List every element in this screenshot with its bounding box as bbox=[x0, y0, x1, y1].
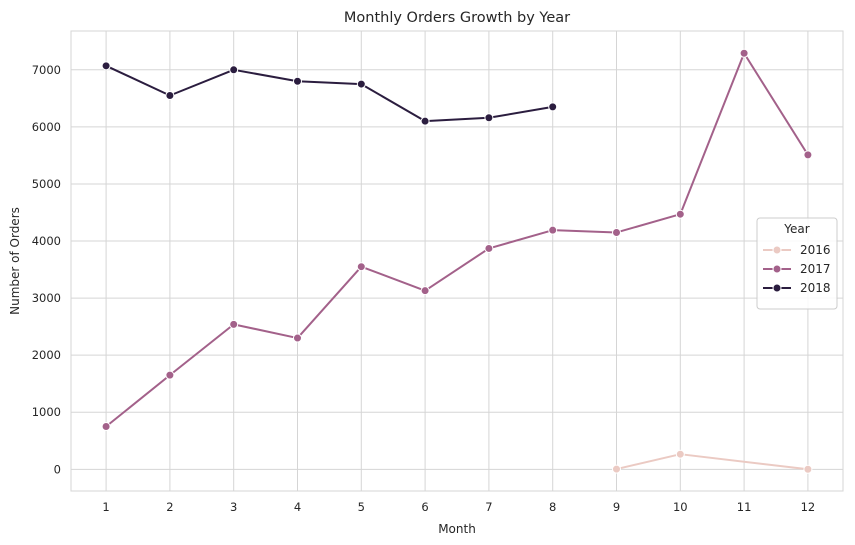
x-axis-label: Month bbox=[438, 522, 476, 536]
data-point-2017 bbox=[612, 227, 622, 237]
series-2017 bbox=[101, 48, 813, 432]
x-tick-label: 3 bbox=[230, 500, 237, 514]
data-point-2017 bbox=[739, 48, 749, 58]
series-lines bbox=[101, 48, 813, 474]
x-tick-label: 10 bbox=[673, 500, 688, 514]
data-point-2018 bbox=[292, 76, 302, 86]
y-axis-label: Number of Orders bbox=[8, 207, 22, 315]
data-point-2017 bbox=[101, 422, 111, 432]
legend: Year 2016 2017 2018 bbox=[756, 217, 838, 310]
legend-marker bbox=[772, 283, 782, 293]
legend-label: 2018 bbox=[800, 281, 831, 295]
legend-title: Year bbox=[783, 222, 809, 236]
chart-title: Monthly Orders Growth by Year bbox=[344, 10, 570, 26]
data-point-2018 bbox=[548, 102, 558, 112]
series-2016 bbox=[612, 449, 813, 474]
data-point-2017 bbox=[165, 370, 175, 380]
series-2018 bbox=[101, 61, 558, 126]
data-point-2018 bbox=[165, 90, 175, 100]
x-tick-label: 9 bbox=[613, 500, 620, 514]
x-tick-label: 11 bbox=[737, 500, 752, 514]
data-point-2017 bbox=[803, 150, 813, 160]
x-tick-label: 7 bbox=[485, 500, 492, 514]
data-point-2017 bbox=[420, 286, 430, 296]
data-point-2017 bbox=[675, 209, 685, 219]
grid bbox=[70, 30, 844, 492]
plot-area bbox=[71, 31, 843, 491]
data-point-2018 bbox=[420, 116, 430, 126]
data-point-2017 bbox=[484, 243, 494, 253]
data-point-2017 bbox=[292, 333, 302, 343]
x-tick-label: 2 bbox=[166, 500, 173, 514]
y-tick-label: 3000 bbox=[32, 291, 61, 305]
tick-labels: 1 2 3 4 5 6 7 8 9 10 11 120100020003000400050006000… bbox=[32, 63, 816, 514]
data-point-2016 bbox=[675, 449, 685, 459]
x-tick-label: 8 bbox=[549, 500, 556, 514]
y-tick-label: 4000 bbox=[32, 234, 61, 248]
data-point-2017 bbox=[229, 319, 239, 329]
series-line-2018 bbox=[105, 64, 553, 123]
y-tick-label: 0 bbox=[54, 462, 61, 476]
data-point-2018 bbox=[484, 113, 494, 123]
x-tick-label: 4 bbox=[294, 500, 301, 514]
legend-label: 2017 bbox=[800, 262, 831, 276]
legend-marker bbox=[772, 245, 782, 255]
data-point-2017 bbox=[548, 225, 558, 235]
data-point-2018 bbox=[356, 79, 366, 89]
legend-entry-2016: 2016 bbox=[763, 243, 831, 257]
data-point-2016 bbox=[803, 464, 813, 474]
data-point-2016 bbox=[612, 464, 622, 474]
data-point-2017 bbox=[356, 262, 366, 272]
y-tick-label: 2000 bbox=[32, 348, 61, 362]
x-tick-label: 5 bbox=[358, 500, 365, 514]
legend-marker bbox=[772, 264, 782, 274]
y-tick-label: 5000 bbox=[32, 177, 61, 191]
plot-frame bbox=[70, 30, 844, 492]
legend-entry-2017: 2017 bbox=[763, 262, 831, 276]
series-line-2017 bbox=[105, 52, 809, 428]
y-tick-label: 6000 bbox=[32, 120, 61, 134]
y-tick-label: 7000 bbox=[32, 63, 61, 77]
y-tick-label: 1000 bbox=[32, 405, 61, 419]
legend-entry-2018: 2018 bbox=[763, 281, 831, 295]
x-tick-label: 6 bbox=[421, 500, 428, 514]
data-point-2018 bbox=[229, 65, 239, 75]
legend-label: 2016 bbox=[800, 243, 831, 257]
x-tick-label: 1 bbox=[102, 500, 109, 514]
data-point-2018 bbox=[101, 61, 111, 71]
x-tick-label: 12 bbox=[801, 500, 816, 514]
